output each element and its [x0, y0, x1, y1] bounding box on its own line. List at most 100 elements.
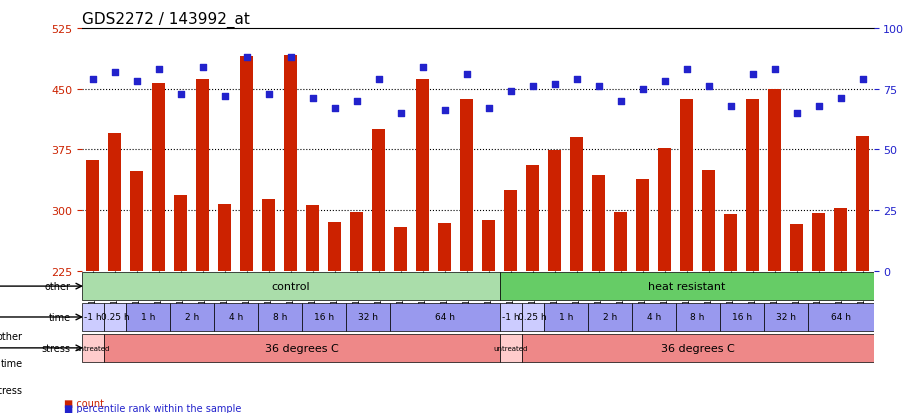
FancyBboxPatch shape [302, 304, 346, 331]
FancyBboxPatch shape [82, 304, 104, 331]
Point [217, 93, 232, 100]
Bar [592, 176, 605, 271]
Bar [460, 100, 473, 271]
Bar [834, 208, 847, 271]
Bar [174, 196, 187, 271]
Text: 8 h: 8 h [691, 313, 705, 322]
FancyBboxPatch shape [82, 273, 500, 300]
Text: heat resistant: heat resistant [648, 281, 725, 292]
Bar [86, 160, 99, 271]
Point [196, 64, 210, 71]
Text: 32 h: 32 h [358, 313, 378, 322]
Bar [240, 57, 253, 271]
FancyBboxPatch shape [389, 304, 500, 331]
Point [481, 105, 496, 112]
Bar [570, 138, 583, 271]
Text: 2 h: 2 h [602, 313, 617, 322]
Bar [262, 199, 276, 271]
Bar [614, 212, 627, 271]
Bar [790, 224, 804, 271]
Text: 36 degrees C: 36 degrees C [265, 343, 339, 353]
Point [416, 64, 430, 71]
Text: 0.25 h: 0.25 h [519, 313, 547, 322]
FancyBboxPatch shape [544, 304, 588, 331]
Text: 64 h: 64 h [831, 313, 851, 322]
Point [306, 96, 320, 102]
Text: 1 h: 1 h [559, 313, 573, 322]
Point [834, 96, 848, 102]
FancyBboxPatch shape [104, 304, 126, 331]
Text: 4 h: 4 h [228, 313, 243, 322]
FancyBboxPatch shape [720, 304, 763, 331]
FancyBboxPatch shape [521, 334, 874, 362]
Bar [703, 171, 715, 271]
Point [503, 88, 518, 95]
Bar [746, 100, 759, 271]
FancyBboxPatch shape [808, 304, 874, 331]
FancyBboxPatch shape [632, 304, 675, 331]
Bar [108, 134, 121, 271]
Text: 0.25 h: 0.25 h [101, 313, 129, 322]
Bar [680, 100, 693, 271]
Point [438, 108, 452, 114]
FancyBboxPatch shape [170, 304, 214, 331]
FancyBboxPatch shape [214, 304, 258, 331]
Text: time: time [49, 312, 71, 322]
Point [328, 105, 342, 112]
Point [680, 67, 694, 74]
FancyBboxPatch shape [346, 304, 389, 331]
Bar [504, 190, 517, 271]
Text: 36 degrees C: 36 degrees C [661, 343, 734, 353]
Bar [130, 172, 144, 271]
Text: 1 h: 1 h [141, 313, 155, 322]
Point [174, 91, 188, 97]
Text: 8 h: 8 h [273, 313, 287, 322]
Point [107, 69, 122, 76]
Text: other: other [45, 281, 71, 292]
Bar [658, 148, 672, 271]
Text: GDS2272 / 143992_at: GDS2272 / 143992_at [82, 12, 249, 28]
Bar [350, 212, 363, 271]
FancyBboxPatch shape [763, 304, 808, 331]
Point [789, 110, 804, 117]
Point [129, 79, 144, 85]
Point [261, 91, 276, 97]
Text: 16 h: 16 h [314, 313, 334, 322]
Text: time: time [1, 358, 23, 368]
Point [635, 86, 650, 93]
FancyBboxPatch shape [675, 304, 720, 331]
Point [152, 67, 167, 74]
Text: 2 h: 2 h [185, 313, 199, 322]
Bar [482, 220, 495, 271]
Text: stress: stress [42, 343, 71, 353]
Bar [812, 214, 825, 271]
Point [525, 84, 540, 90]
Point [702, 84, 716, 90]
Bar [284, 55, 298, 271]
Point [393, 110, 408, 117]
Text: control: control [271, 281, 310, 292]
Text: 32 h: 32 h [775, 313, 795, 322]
Text: 4 h: 4 h [647, 313, 661, 322]
Point [745, 71, 760, 78]
FancyBboxPatch shape [588, 304, 632, 331]
Bar [152, 84, 166, 271]
Text: untreated: untreated [493, 345, 528, 351]
FancyBboxPatch shape [500, 334, 521, 362]
Bar [856, 136, 869, 271]
Bar [768, 90, 782, 271]
FancyBboxPatch shape [521, 304, 544, 331]
FancyBboxPatch shape [104, 334, 500, 362]
Text: 16 h: 16 h [732, 313, 752, 322]
Point [855, 76, 870, 83]
Text: 64 h: 64 h [435, 313, 455, 322]
Bar [724, 214, 737, 271]
FancyBboxPatch shape [126, 304, 170, 331]
Bar [372, 130, 386, 271]
Text: ■ count: ■ count [64, 398, 104, 408]
Point [371, 76, 386, 83]
Point [613, 98, 628, 105]
Point [239, 55, 254, 61]
Text: untreated: untreated [76, 345, 110, 351]
Bar [526, 165, 540, 271]
